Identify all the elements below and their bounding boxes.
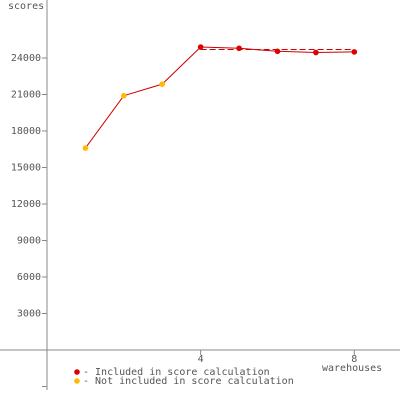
x-tick-label: 4: [198, 354, 204, 365]
y-axis-label: scores: [8, 1, 44, 12]
point: [121, 92, 127, 99]
y-tick-label: 12000: [11, 199, 41, 210]
point: [159, 81, 166, 87]
legend-label: - Not included in score calculation: [83, 376, 294, 387]
legend-label: - Included in score calculation: [83, 367, 270, 378]
point: [313, 49, 319, 56]
legend-marker: [74, 378, 80, 384]
point: [274, 48, 281, 55]
y-tick-label: 21000: [11, 89, 41, 100]
point: [236, 45, 242, 52]
y-tick-label: 9000: [17, 235, 41, 246]
point: [351, 49, 358, 55]
x-tick-label: 8: [351, 354, 357, 365]
y-tick-label: 18000: [11, 126, 41, 137]
y-tick-label: 15000: [11, 162, 41, 173]
y-tick-label: 6000: [17, 272, 41, 283]
y-tick-label: 3000: [17, 308, 41, 319]
point: [197, 44, 204, 50]
point: [82, 145, 89, 151]
legend-marker: [74, 369, 80, 375]
y-tick-label: 24000: [11, 53, 41, 64]
x-axis-label: warehouses: [322, 363, 382, 374]
line: [85, 46, 355, 149]
